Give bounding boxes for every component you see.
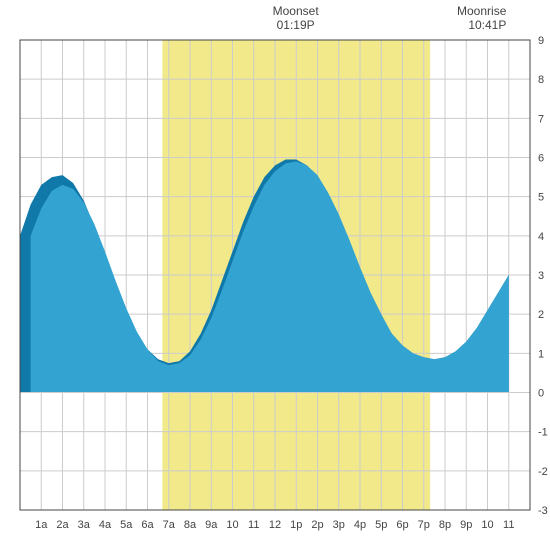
chart-svg: 1a2a3a4a5a6a7a8a9a1011121p2p3p4p5p6p7p8p…: [0, 0, 550, 550]
svg-text:9: 9: [538, 35, 544, 47]
svg-text:11: 11: [503, 519, 514, 531]
svg-text:7p: 7p: [418, 519, 430, 531]
svg-text:12: 12: [269, 519, 281, 531]
svg-text:1a: 1a: [35, 519, 48, 531]
svg-text:9p: 9p: [460, 519, 472, 531]
svg-text:4p: 4p: [354, 519, 366, 531]
moonrise-title: Moonrise: [450, 4, 506, 18]
svg-text:7a: 7a: [163, 519, 176, 531]
svg-text:1: 1: [538, 348, 544, 360]
tide-chart: 1a2a3a4a5a6a7a8a9a1011121p2p3p4p5p6p7p8p…: [0, 0, 550, 550]
svg-text:2: 2: [538, 309, 544, 321]
svg-text:2p: 2p: [311, 519, 323, 531]
svg-text:5: 5: [538, 192, 544, 204]
svg-text:8: 8: [538, 74, 544, 86]
svg-text:5a: 5a: [120, 519, 133, 531]
moonset-title: Moonset: [273, 4, 319, 18]
svg-text:2a: 2a: [56, 519, 69, 531]
svg-text:6: 6: [538, 153, 544, 165]
svg-text:10: 10: [481, 519, 493, 531]
svg-text:-2: -2: [538, 466, 548, 478]
svg-text:8p: 8p: [439, 519, 451, 531]
svg-text:1p: 1p: [290, 519, 302, 531]
svg-text:3a: 3a: [78, 519, 91, 531]
svg-text:0: 0: [538, 388, 544, 400]
svg-text:8a: 8a: [184, 519, 197, 531]
svg-text:5p: 5p: [375, 519, 387, 531]
svg-text:4a: 4a: [99, 519, 112, 531]
moonset-label: Moonset 01:19P: [273, 4, 319, 33]
svg-text:11: 11: [248, 519, 259, 531]
moonset-time: 01:19P: [273, 18, 319, 32]
svg-text:4: 4: [538, 231, 544, 243]
moonrise-time: 10:41P: [450, 18, 506, 32]
svg-text:10: 10: [226, 519, 238, 531]
moonrise-label: Moonrise 10:41P: [450, 4, 506, 33]
svg-text:3p: 3p: [333, 519, 345, 531]
svg-text:9a: 9a: [205, 519, 218, 531]
svg-text:-1: -1: [538, 427, 548, 439]
svg-text:-3: -3: [538, 505, 548, 517]
svg-text:3: 3: [538, 270, 544, 282]
svg-text:6a: 6a: [141, 519, 154, 531]
svg-text:7: 7: [538, 113, 544, 125]
svg-text:6p: 6p: [396, 519, 408, 531]
